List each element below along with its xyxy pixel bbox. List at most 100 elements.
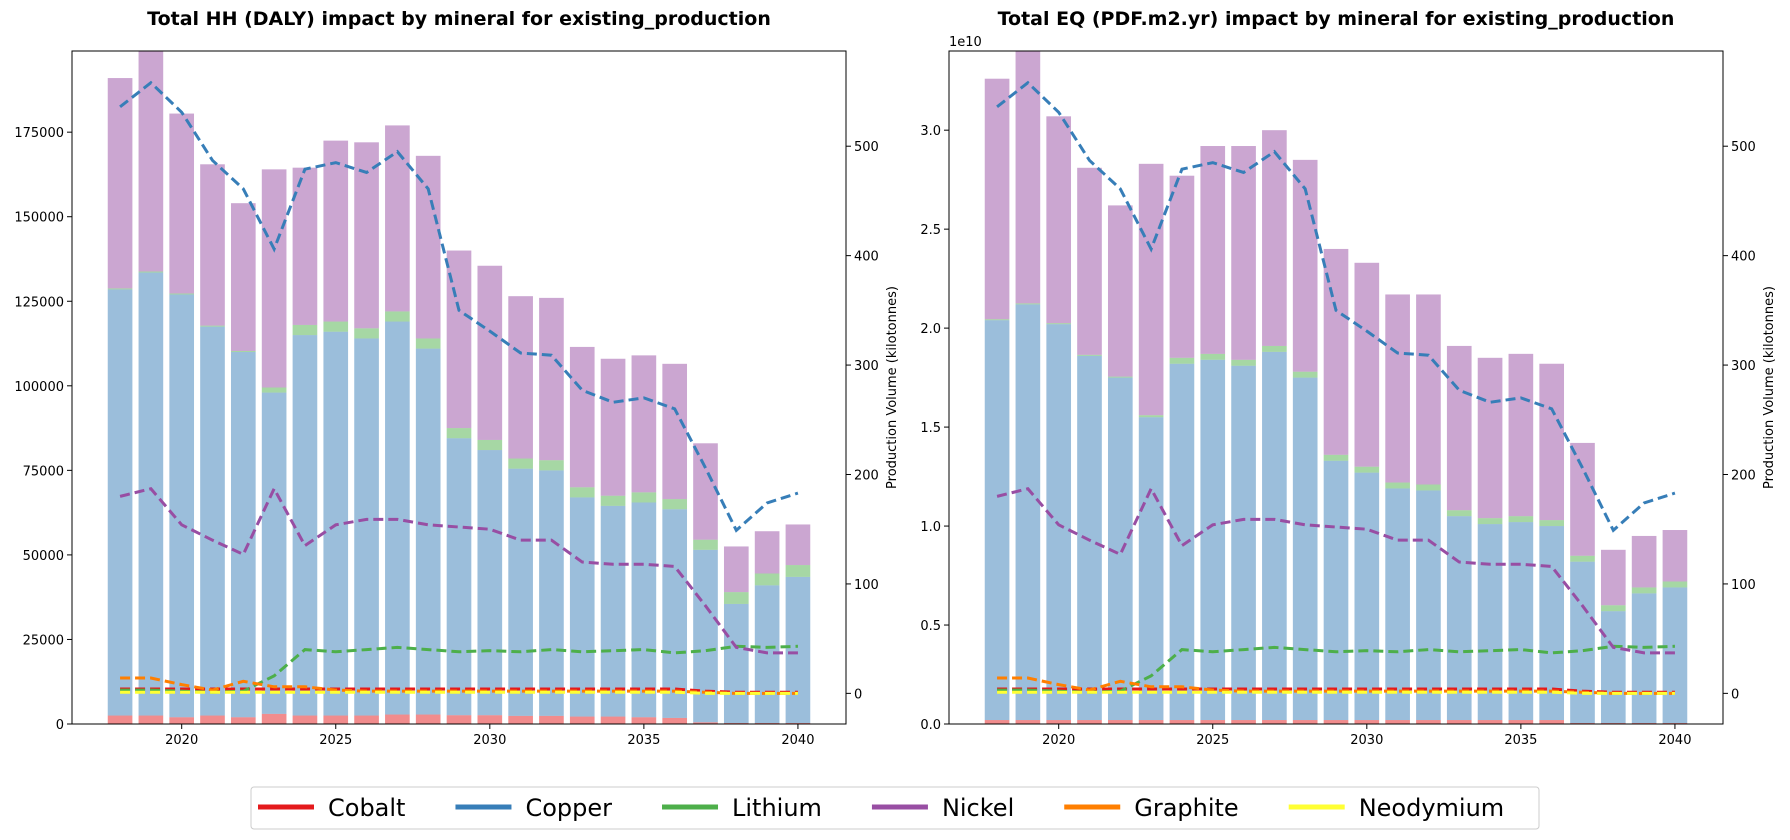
y-tick-label: 0 — [56, 718, 64, 733]
bar-segment — [292, 324, 318, 336]
bar-segment — [1662, 530, 1688, 582]
legend-label: Cobalt — [328, 794, 405, 822]
bar-segment — [1385, 294, 1410, 483]
bar-segment — [138, 51, 164, 272]
y-tick-label: 50000 — [23, 549, 64, 564]
bar-segment — [1077, 354, 1102, 356]
y-tick-label: 1.5 — [920, 421, 941, 436]
chart-title: Total HH (DALY) impact by mineral for ex… — [147, 8, 771, 30]
y2-axis-label: Production Volume (kilotonnes) — [885, 286, 900, 489]
bar-segment — [1508, 720, 1534, 724]
y2-tick-label: 100 — [854, 578, 879, 593]
y2-tick-label: 0 — [1731, 687, 1739, 702]
bar-segment — [261, 392, 287, 714]
bar-segment — [1385, 720, 1410, 724]
bar-segment — [1169, 363, 1195, 721]
bar-segment — [1231, 720, 1256, 724]
bar-segment — [230, 717, 256, 724]
bar-segment — [1015, 303, 1041, 305]
bar-segment — [1477, 518, 1503, 525]
bar-segment — [1570, 561, 1595, 724]
bar-segment — [1416, 484, 1441, 491]
bar-segment — [631, 355, 657, 493]
bar-segment — [1416, 294, 1441, 485]
bar-segment — [1477, 720, 1503, 724]
data-layer — [107, 51, 811, 724]
bar-segment — [1354, 720, 1380, 724]
bar-segment — [1570, 442, 1595, 556]
bar-segment — [1292, 371, 1318, 378]
bar-segment — [1200, 146, 1226, 354]
bar-segment — [539, 460, 564, 471]
bar-segment — [723, 592, 749, 604]
y-tick-label: 175000 — [14, 126, 64, 141]
bar-segment — [723, 546, 749, 593]
bar-segment — [1323, 454, 1349, 461]
production-line — [120, 676, 798, 695]
bar-segment — [107, 288, 133, 290]
bar-segment — [1446, 345, 1472, 511]
bar-segment — [261, 387, 287, 393]
bar-segment — [569, 497, 595, 717]
bar-segment — [477, 439, 503, 451]
y2-tick-label: 200 — [1731, 468, 1756, 483]
bar-segment — [662, 717, 688, 724]
bar-segment — [169, 293, 195, 295]
bar-segment — [1077, 167, 1102, 355]
bar-segment — [230, 350, 256, 352]
bar-segment — [539, 297, 564, 461]
bar-segment — [1508, 353, 1534, 517]
x-tick-label: 2025 — [319, 733, 352, 748]
bar-segment — [600, 716, 626, 724]
bar-segment — [1015, 720, 1041, 724]
bar-segment — [1107, 205, 1133, 377]
chart-title: Total EQ (PDF.m2.yr) impact by mineral f… — [998, 8, 1675, 30]
bar-segment — [1477, 357, 1503, 519]
bar-segment — [785, 722, 811, 724]
bar-segment — [1600, 549, 1626, 606]
bar-segment — [600, 505, 626, 717]
bar-segment — [1262, 130, 1287, 346]
bar-segment — [539, 715, 564, 724]
y-tick-label: 0.0 — [920, 718, 941, 733]
bar-segment — [200, 325, 225, 327]
production-line — [119, 80, 799, 533]
bar-segment — [1169, 357, 1195, 364]
bar-segment — [1385, 488, 1410, 721]
legend-label: Copper — [525, 794, 612, 822]
y-tick-label: 3.0 — [920, 124, 941, 139]
bar-segment — [662, 499, 688, 510]
bar-segment — [1446, 720, 1472, 724]
bar-segment — [785, 565, 811, 577]
bar-segment — [446, 428, 472, 439]
production-line — [996, 485, 1675, 655]
bar-segment — [1570, 555, 1595, 562]
y-tick-label: 2.5 — [920, 223, 941, 238]
y2-tick-label: 100 — [1731, 578, 1756, 593]
bar-segment — [1046, 720, 1072, 724]
bar-segment — [1323, 720, 1349, 724]
bar-segment — [261, 169, 287, 388]
bar-segment — [785, 524, 811, 566]
bar-segment — [984, 320, 1010, 721]
bar-segment — [1138, 163, 1164, 416]
bar-segment — [138, 271, 164, 273]
x-tick-label: 2030 — [473, 733, 506, 748]
y2-axis-label: Production Volume (kilotonnes) — [1762, 286, 1777, 489]
bar-segment — [477, 265, 503, 440]
bar-segment — [631, 502, 657, 718]
production-line — [120, 690, 798, 695]
production-line — [997, 690, 1675, 695]
bar-segment — [354, 142, 379, 329]
bar-segment — [1231, 365, 1256, 721]
bar-segment — [984, 720, 1010, 724]
bar-segment — [1631, 593, 1657, 724]
bar-segment — [1262, 351, 1287, 721]
axes-frame — [948, 50, 1724, 725]
bar-segment — [1508, 516, 1534, 523]
bar-segment — [385, 714, 410, 724]
bar-segment — [107, 715, 133, 724]
bar-segment — [415, 338, 441, 349]
bar-segment — [477, 715, 503, 724]
